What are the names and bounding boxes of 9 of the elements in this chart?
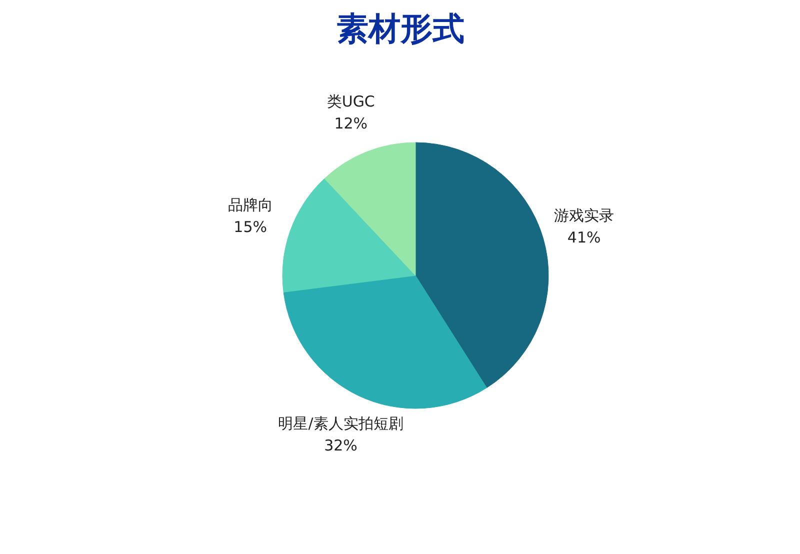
slice-label: 品牌向 <box>228 196 273 214</box>
slice-label: 游戏实录 <box>554 206 614 225</box>
data-label: 32% <box>324 436 358 454</box>
data-label: 15% <box>234 218 267 236</box>
data-label: 12% <box>334 114 368 132</box>
slice-label: 类UGC <box>326 92 375 110</box>
chart-title: 素材形式 <box>336 10 464 48</box>
slice-label: 明星/素人实拍短剧 <box>278 414 404 432</box>
data-label: 41% <box>567 228 601 247</box>
